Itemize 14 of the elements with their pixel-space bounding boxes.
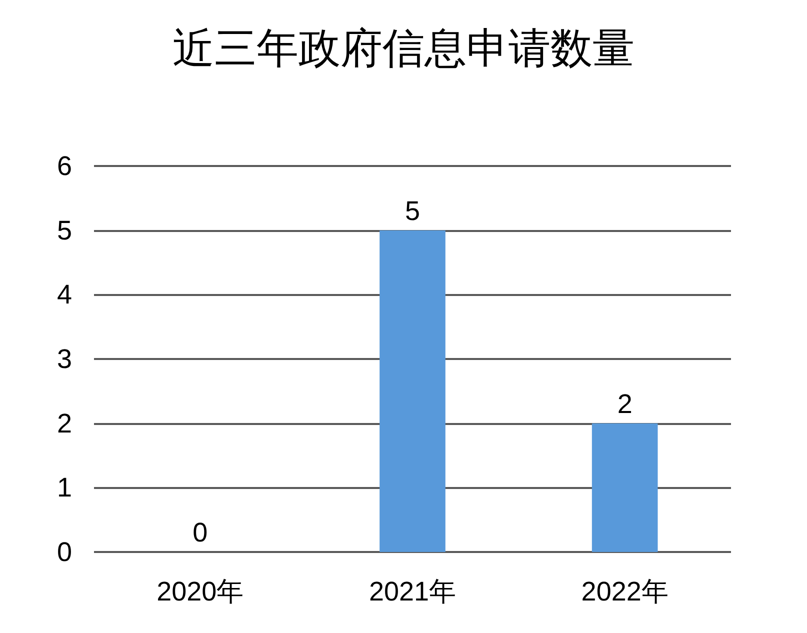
- y-tick-label: 5: [56, 215, 72, 246]
- x-tick-label: 2021年: [368, 576, 456, 606]
- x-tick-label: 2020年: [156, 576, 244, 606]
- y-tick-label: 3: [56, 344, 72, 374]
- data-label: 0: [192, 518, 208, 548]
- x-tick-label: 2022年: [581, 576, 668, 606]
- y-tick-label: 2: [56, 408, 72, 438]
- y-tick-label: 1: [56, 472, 72, 503]
- chart-title: 近三年政府信息申请数量: [172, 24, 634, 72]
- data-label: 5: [404, 196, 420, 226]
- y-tick-label: 4: [56, 280, 72, 310]
- y-tick-label: 6: [56, 151, 72, 181]
- data-label: 2: [617, 388, 632, 419]
- y-tick-label: 0: [56, 537, 72, 567]
